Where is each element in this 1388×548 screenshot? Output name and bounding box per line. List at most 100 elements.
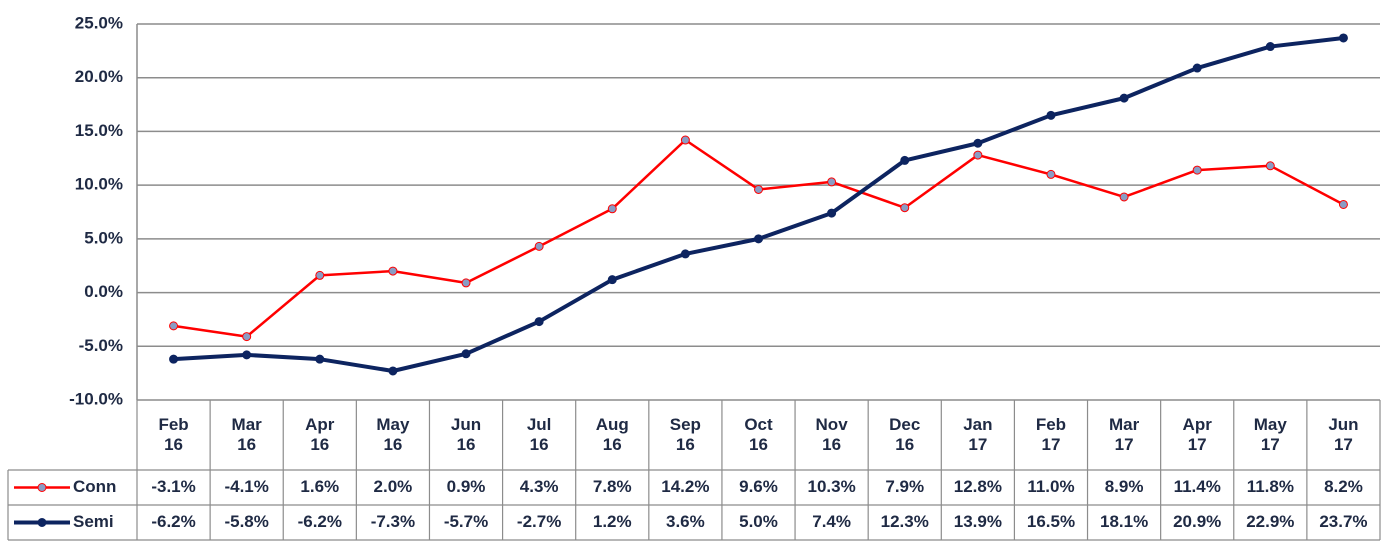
x-tick-text: May 16 xyxy=(376,414,410,454)
series-marker xyxy=(754,234,763,244)
series-line xyxy=(173,35,1344,373)
series-marker xyxy=(973,150,983,160)
series-marker xyxy=(461,278,471,288)
category-cell: May 16 xyxy=(356,400,429,470)
x-tick-label: Dec 16 xyxy=(868,400,941,470)
category-cell: Apr 16 xyxy=(283,400,356,470)
series-marker xyxy=(1265,42,1275,52)
table-value: 1.6% xyxy=(300,477,339,496)
table-value: -6.2% xyxy=(298,512,342,531)
category-cell: Aug 16 xyxy=(576,400,649,470)
y-tick-label: 25.0% xyxy=(75,13,123,32)
series-marker xyxy=(461,349,471,359)
series-marker xyxy=(1192,63,1202,73)
x-tick-label: Apr 17 xyxy=(1161,400,1234,470)
x-tick-text: May 17 xyxy=(1253,414,1287,454)
x-tick-label: Nov 16 xyxy=(795,400,868,470)
legend-label: Semi xyxy=(73,512,114,531)
category-cell: May 17 xyxy=(1234,400,1307,470)
table-value: 20.9% xyxy=(1173,512,1221,531)
table-value: 18.1% xyxy=(1100,512,1148,531)
x-tick-text: Jan 17 xyxy=(963,414,993,454)
x-tick-label: May 17 xyxy=(1234,400,1307,470)
series-marker xyxy=(1046,110,1056,120)
x-tick-text: Jun 16 xyxy=(450,414,482,454)
x-tick-text: Mar 16 xyxy=(231,414,262,454)
table-value: 11.0% xyxy=(1027,477,1074,496)
y-tick-label: 0.0% xyxy=(84,282,123,301)
series-marker xyxy=(607,204,617,214)
table-value: -6.2% xyxy=(151,512,195,531)
series-marker xyxy=(1119,93,1129,103)
x-tick-label: Feb 16 xyxy=(137,400,210,470)
x-tick-label: Jan 17 xyxy=(941,400,1014,470)
legend-marker xyxy=(37,483,47,492)
table-value: 5.0% xyxy=(739,512,778,531)
x-tick-text: Apr 16 xyxy=(305,414,335,454)
series-marker xyxy=(242,350,252,360)
x-tick-text: Nov 16 xyxy=(815,414,848,454)
x-tick-text: Aug 16 xyxy=(595,414,629,454)
table-value: -5.8% xyxy=(224,512,268,531)
x-tick-label: May 16 xyxy=(356,400,429,470)
table-value: 14.2% xyxy=(661,477,709,496)
category-cell: Feb 17 xyxy=(1014,400,1087,470)
category-cell: Jan 17 xyxy=(941,400,1014,470)
x-tick-text: Feb 16 xyxy=(158,414,189,454)
series-marker xyxy=(1192,165,1202,175)
series-marker xyxy=(680,135,690,145)
x-tick-text: Oct 16 xyxy=(744,414,773,454)
x-tick-text: Sep 16 xyxy=(669,414,701,454)
series-marker xyxy=(315,354,325,364)
table-value: 8.9% xyxy=(1105,477,1144,496)
x-tick-label: Jun 16 xyxy=(429,400,502,470)
series-marker xyxy=(1119,192,1129,202)
category-cell: Feb 16 xyxy=(137,400,210,470)
table-value: 23.7% xyxy=(1319,512,1367,531)
table-value: -4.1% xyxy=(224,477,268,496)
table-value: -5.7% xyxy=(444,512,488,531)
table-value: -2.7% xyxy=(517,512,561,531)
series-marker xyxy=(900,203,910,213)
x-tick-label: Oct 16 xyxy=(722,400,795,470)
table-value: 4.3% xyxy=(520,477,559,496)
table-value: 22.9% xyxy=(1246,512,1294,531)
category-cell: Nov 16 xyxy=(795,400,868,470)
series-marker xyxy=(1265,161,1275,171)
category-cell: Jun 17 xyxy=(1307,400,1380,470)
category-cell: Jul 16 xyxy=(527,415,552,454)
table-value: 1.2% xyxy=(593,512,632,531)
x-tick-label: Mar 16 xyxy=(210,400,283,470)
series-marker xyxy=(680,249,690,259)
x-tick-label: Apr 16 xyxy=(283,400,356,470)
series-marker xyxy=(534,317,544,327)
table-value: -7.3% xyxy=(371,512,415,531)
x-tick-label: Jun 17 xyxy=(1307,400,1380,470)
table-value: 12.3% xyxy=(881,512,929,531)
y-tick-label: 20.0% xyxy=(75,67,123,86)
category-cell: Mar 16 xyxy=(210,400,283,470)
table-value: 11.8% xyxy=(1247,477,1294,496)
table-value: 10.3% xyxy=(808,477,856,496)
series-marker xyxy=(315,270,325,280)
y-tick-label: 5.0% xyxy=(84,228,123,247)
table-value: 11.4% xyxy=(1174,477,1221,496)
x-tick-label: Feb 17 xyxy=(1014,400,1087,470)
legend-label: Conn xyxy=(73,477,116,496)
table-value: 7.8% xyxy=(593,477,632,496)
table-value: 7.9% xyxy=(885,477,924,496)
x-tick-text: Apr 17 xyxy=(1182,414,1212,454)
series-marker xyxy=(534,241,544,251)
series-marker xyxy=(169,321,179,331)
x-tick-label: Aug 16 xyxy=(576,400,649,470)
series-marker xyxy=(754,184,763,194)
table-value: 9.6% xyxy=(739,477,778,496)
table-value: 13.9% xyxy=(954,512,1002,531)
x-tick-text: Feb 17 xyxy=(1035,414,1067,454)
x-tick-label: Mar 17 xyxy=(1088,400,1161,470)
series-marker xyxy=(1338,199,1348,209)
y-tick-label: 15.0% xyxy=(75,121,123,140)
series-marker xyxy=(827,208,837,218)
series-marker xyxy=(900,155,910,165)
